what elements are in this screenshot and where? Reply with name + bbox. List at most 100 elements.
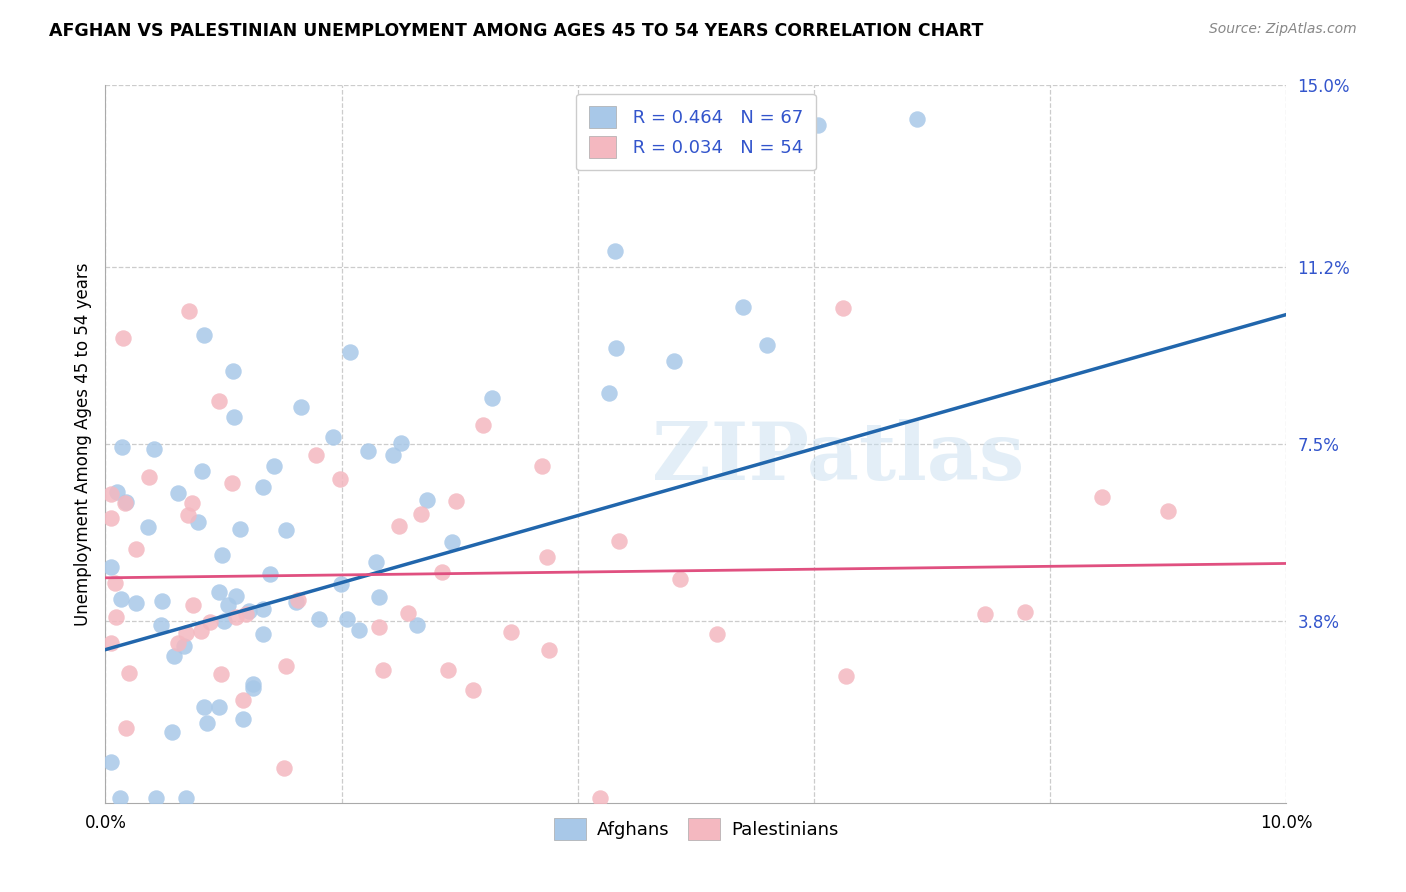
Point [706, 626, 728, 640]
Point [273, 761, 295, 775]
Point [104, 610, 127, 624]
Point [104, 576, 127, 591]
Point [605, 341, 627, 355]
Point [160, 725, 183, 739]
Point [598, 385, 620, 400]
Point [252, 602, 274, 616]
Point [208, 394, 231, 409]
Point [114, 496, 136, 510]
Point [187, 515, 209, 529]
Point [110, 592, 132, 607]
Point [167, 636, 190, 650]
Point [221, 476, 243, 491]
Point [225, 610, 247, 624]
Point [225, 590, 247, 604]
Point [405, 618, 427, 632]
Point [238, 604, 260, 618]
Point [197, 716, 219, 731]
Point [173, 639, 195, 653]
Point [287, 593, 309, 607]
Point [731, 300, 754, 314]
Point [322, 430, 344, 444]
Point [347, 623, 370, 637]
Point [440, 534, 463, 549]
Point [409, 507, 432, 521]
Point [166, 486, 188, 500]
Point [336, 612, 359, 626]
Point [208, 585, 231, 599]
Point [232, 712, 254, 726]
Point [163, 649, 186, 664]
Point [100, 755, 122, 769]
Point [180, 496, 202, 510]
Point [190, 624, 212, 638]
Point [111, 440, 134, 454]
Point [835, 669, 858, 683]
Point [217, 598, 239, 612]
Point [143, 442, 166, 457]
Point [396, 606, 419, 620]
Point [416, 493, 439, 508]
Point [222, 409, 245, 424]
Point [538, 642, 561, 657]
Point [198, 615, 221, 629]
Point [276, 659, 298, 673]
Point [242, 677, 264, 691]
Point [589, 791, 612, 805]
Point [193, 700, 215, 714]
Point [605, 244, 627, 259]
Point [973, 607, 995, 621]
Point [105, 484, 128, 499]
Point [807, 118, 830, 132]
Point [177, 508, 200, 523]
Point [1091, 490, 1114, 504]
Point [193, 328, 215, 343]
Point [1156, 504, 1178, 518]
Point [755, 338, 778, 352]
Point [112, 331, 135, 345]
Point [499, 625, 522, 640]
Point [389, 436, 412, 450]
Point [125, 596, 148, 610]
Y-axis label: Unemployment Among Ages 45 to 54 years: Unemployment Among Ages 45 to 54 years [73, 262, 91, 625]
Point [436, 663, 458, 677]
Point [446, 494, 468, 508]
Point [536, 550, 558, 565]
Point [145, 791, 167, 805]
Point [174, 791, 197, 805]
Point [252, 627, 274, 641]
Point [100, 560, 122, 574]
Point [664, 353, 686, 368]
Point [367, 590, 389, 604]
Point [381, 448, 404, 462]
Point [242, 681, 264, 695]
Point [290, 400, 312, 414]
Point [211, 548, 233, 562]
Point [208, 699, 231, 714]
Point [368, 620, 391, 634]
Point [212, 614, 235, 628]
Point [115, 494, 138, 508]
Point [138, 470, 160, 484]
Point [191, 464, 214, 478]
Point [472, 417, 495, 432]
Point [531, 458, 554, 473]
Point [276, 523, 298, 537]
Legend: Afghans, Palestinians: Afghans, Palestinians [547, 811, 845, 847]
Point [463, 683, 485, 698]
Point [607, 534, 630, 549]
Point [125, 541, 148, 556]
Text: ZIPatlas: ZIPatlas [651, 419, 1024, 497]
Point [339, 345, 361, 359]
Point [329, 472, 352, 486]
Point [832, 301, 855, 315]
Point [179, 304, 201, 318]
Point [285, 595, 308, 609]
Point [329, 577, 352, 591]
Point [150, 618, 173, 632]
Point [304, 448, 326, 462]
Point [263, 458, 285, 473]
Point [152, 594, 174, 608]
Point [235, 607, 257, 622]
Point [905, 112, 928, 126]
